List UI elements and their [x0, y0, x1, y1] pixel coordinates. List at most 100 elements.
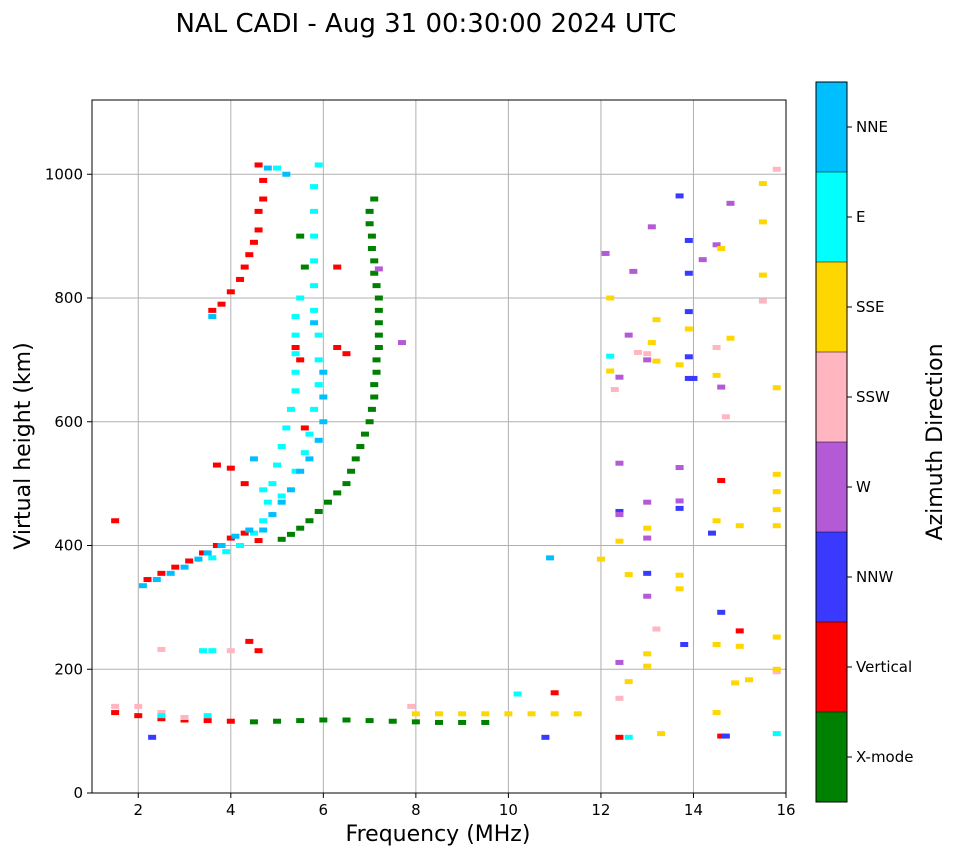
data-point — [111, 518, 120, 524]
data-points — [111, 162, 781, 740]
data-point — [606, 295, 615, 301]
data-point — [347, 468, 356, 474]
data-point — [758, 181, 767, 187]
data-point — [365, 221, 374, 227]
data-point — [744, 677, 753, 683]
data-point — [305, 431, 314, 437]
data-point — [712, 372, 721, 378]
data-point — [365, 419, 374, 425]
x-tick-label: 6 — [319, 801, 329, 819]
data-point — [277, 493, 286, 499]
data-point — [296, 233, 305, 239]
colorbar-tick-label: SSE — [856, 298, 885, 316]
data-point — [615, 374, 624, 380]
data-point — [675, 362, 684, 368]
data-point — [615, 508, 624, 514]
data-point — [291, 468, 300, 474]
colorbar-segment — [816, 352, 847, 442]
data-point — [657, 731, 666, 737]
data-point — [712, 345, 721, 350]
data-point — [157, 716, 166, 722]
data-point — [208, 648, 217, 654]
data-point — [370, 270, 379, 276]
data-point — [458, 711, 467, 717]
data-point — [245, 638, 254, 644]
data-point — [601, 250, 610, 256]
data-point — [277, 499, 286, 505]
data-point — [268, 481, 277, 487]
data-point — [148, 734, 157, 740]
data-point — [314, 382, 323, 388]
data-point — [208, 307, 217, 313]
data-point — [263, 165, 272, 171]
data-point — [758, 219, 767, 225]
data-point — [296, 468, 305, 474]
data-point — [735, 628, 744, 634]
data-point — [249, 239, 258, 245]
data-point — [772, 385, 781, 391]
y-tick-label: 1000 — [45, 165, 83, 183]
data-point — [573, 711, 582, 717]
data-point — [435, 719, 443, 725]
data-point — [157, 713, 166, 719]
data-point — [374, 295, 383, 301]
data-point — [624, 734, 633, 740]
data-point — [546, 555, 555, 561]
data-point — [647, 224, 656, 230]
data-point — [249, 530, 258, 536]
data-point — [541, 734, 550, 740]
data-point — [712, 518, 721, 524]
data-point — [624, 572, 633, 578]
data-point — [212, 462, 221, 468]
data-point — [367, 233, 376, 239]
data-point — [351, 456, 360, 462]
data-point — [643, 651, 652, 657]
colorbar-tick-label: Vertical — [856, 658, 912, 676]
data-point — [684, 354, 693, 360]
data-point — [388, 718, 397, 724]
data-point — [305, 518, 314, 524]
colorbar-segment — [816, 172, 847, 262]
data-point — [504, 711, 513, 717]
data-point — [374, 320, 383, 326]
data-point — [199, 648, 208, 654]
colorbar-tick-label: E — [856, 208, 865, 226]
data-point — [180, 564, 189, 570]
colorbar-segment — [816, 442, 847, 532]
data-point — [698, 257, 707, 263]
x-tick-label: 14 — [684, 801, 703, 819]
data-point — [305, 456, 314, 462]
data-point — [758, 298, 767, 304]
data-point — [273, 462, 282, 468]
data-point — [374, 266, 383, 272]
data-point — [152, 577, 161, 583]
data-point — [684, 326, 693, 332]
data-point — [310, 406, 319, 412]
data-point — [550, 690, 559, 696]
y-tick-label: 800 — [54, 289, 83, 307]
data-point — [615, 460, 624, 466]
data-point — [606, 353, 615, 359]
data-point — [370, 258, 379, 264]
data-point — [481, 719, 490, 725]
x-tick-label: 10 — [499, 801, 518, 819]
data-point — [643, 357, 652, 363]
data-point — [624, 679, 633, 685]
data-point — [259, 487, 268, 493]
data-point — [684, 237, 693, 243]
data-point — [240, 481, 249, 487]
data-point — [259, 518, 268, 524]
data-point — [615, 512, 624, 518]
colorbar-frame — [815, 81, 848, 803]
data-point — [624, 332, 633, 338]
data-point — [166, 570, 175, 576]
data-point — [652, 626, 661, 632]
data-point — [633, 349, 642, 355]
colorbar-tick-label: W — [856, 478, 871, 496]
data-point — [286, 531, 295, 537]
data-point — [342, 351, 351, 357]
data-point — [310, 233, 319, 239]
data-point — [157, 646, 166, 652]
data-point — [411, 711, 420, 717]
data-point — [615, 659, 624, 665]
